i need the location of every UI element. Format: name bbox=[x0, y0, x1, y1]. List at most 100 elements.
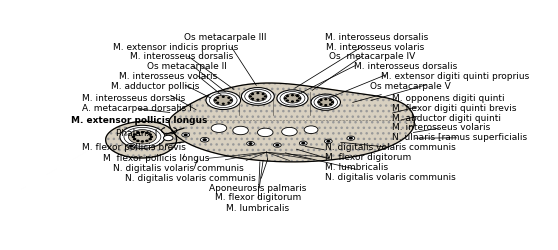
Text: Os metacarpale III: Os metacarpale III bbox=[184, 33, 267, 86]
Ellipse shape bbox=[330, 104, 331, 105]
Ellipse shape bbox=[137, 140, 139, 141]
Ellipse shape bbox=[217, 97, 219, 98]
Ellipse shape bbox=[249, 143, 252, 144]
Ellipse shape bbox=[264, 96, 266, 97]
Text: M. flexor pollicis brevis: M. flexor pollicis brevis bbox=[82, 143, 186, 152]
Text: Os  metacarpale IV: Os metacarpale IV bbox=[295, 52, 416, 96]
Text: M. extensor indicis proprius: M. extensor indicis proprius bbox=[113, 43, 238, 90]
Text: M. lumbricalis: M. lumbricalis bbox=[227, 162, 290, 212]
Ellipse shape bbox=[128, 130, 156, 144]
Text: M. flexor digitorum: M. flexor digitorum bbox=[215, 160, 301, 202]
Ellipse shape bbox=[182, 133, 190, 137]
Text: M. abductor digiti quinti: M. abductor digiti quinti bbox=[392, 114, 501, 127]
Ellipse shape bbox=[137, 132, 139, 134]
Ellipse shape bbox=[314, 96, 338, 109]
Ellipse shape bbox=[132, 136, 134, 138]
Ellipse shape bbox=[318, 98, 334, 107]
Ellipse shape bbox=[299, 98, 300, 99]
Ellipse shape bbox=[331, 102, 333, 103]
Ellipse shape bbox=[349, 138, 352, 139]
Polygon shape bbox=[105, 121, 176, 158]
Ellipse shape bbox=[325, 99, 326, 100]
Ellipse shape bbox=[146, 140, 148, 141]
Text: M. interosseus volaris: M. interosseus volaris bbox=[119, 72, 218, 98]
Ellipse shape bbox=[206, 91, 240, 110]
Ellipse shape bbox=[129, 145, 133, 147]
Ellipse shape bbox=[233, 126, 248, 135]
Ellipse shape bbox=[276, 144, 278, 146]
Ellipse shape bbox=[141, 132, 143, 133]
Ellipse shape bbox=[347, 136, 355, 140]
Text: M. interosseus dorsalis: M. interosseus dorsalis bbox=[328, 62, 458, 98]
Text: M. flexor digitorum: M. flexor digitorum bbox=[305, 146, 411, 162]
Text: Phalanx I: Phalanx I bbox=[116, 129, 157, 138]
Ellipse shape bbox=[133, 138, 136, 140]
Ellipse shape bbox=[325, 105, 326, 106]
Ellipse shape bbox=[223, 96, 224, 97]
Ellipse shape bbox=[282, 128, 297, 136]
Ellipse shape bbox=[277, 90, 308, 107]
Ellipse shape bbox=[302, 142, 305, 144]
Ellipse shape bbox=[150, 136, 152, 138]
Text: M  flexor pollicis longus: M flexor pollicis longus bbox=[103, 146, 210, 162]
Text: M. opponens digiti quinti: M. opponens digiti quinti bbox=[392, 94, 504, 113]
Ellipse shape bbox=[311, 94, 340, 110]
Ellipse shape bbox=[228, 102, 230, 103]
Ellipse shape bbox=[249, 92, 267, 101]
Text: M. flexor digiti quinti brevis: M. flexor digiti quinti brevis bbox=[392, 104, 516, 120]
Text: Os metacarpale II: Os metacarpale II bbox=[147, 62, 227, 95]
Ellipse shape bbox=[252, 98, 253, 99]
Ellipse shape bbox=[257, 128, 273, 137]
Text: M. interosseus volaris: M. interosseus volaris bbox=[392, 123, 490, 132]
Text: M. extensor digiti quinti proprius: M. extensor digiti quinti proprius bbox=[371, 72, 530, 101]
Ellipse shape bbox=[304, 126, 318, 134]
Ellipse shape bbox=[324, 139, 332, 143]
Text: N. digitalis volaris communis: N. digitalis volaris communis bbox=[113, 154, 244, 173]
Ellipse shape bbox=[280, 92, 305, 105]
Text: M. interosseus volaris: M. interosseus volaris bbox=[312, 43, 425, 90]
Ellipse shape bbox=[318, 102, 320, 103]
Text: M. interosseus dorsalis: M. interosseus dorsalis bbox=[82, 94, 185, 107]
Ellipse shape bbox=[228, 97, 230, 98]
Polygon shape bbox=[169, 83, 415, 162]
Text: M. lumbricalis: M. lumbricalis bbox=[296, 149, 388, 172]
Ellipse shape bbox=[149, 138, 151, 140]
Ellipse shape bbox=[262, 98, 264, 99]
Ellipse shape bbox=[223, 103, 224, 104]
Ellipse shape bbox=[133, 134, 136, 135]
Ellipse shape bbox=[292, 95, 294, 96]
Ellipse shape bbox=[141, 141, 143, 142]
Ellipse shape bbox=[217, 102, 219, 103]
Ellipse shape bbox=[257, 99, 259, 100]
Text: N. digitalis volaris communis: N. digitalis volaris communis bbox=[325, 142, 456, 152]
Ellipse shape bbox=[149, 134, 151, 135]
Ellipse shape bbox=[211, 124, 227, 132]
Ellipse shape bbox=[214, 95, 233, 105]
Ellipse shape bbox=[203, 139, 206, 140]
Text: M. adductor pollicis: M. adductor pollicis bbox=[111, 82, 200, 110]
Ellipse shape bbox=[230, 100, 232, 101]
Ellipse shape bbox=[249, 96, 251, 97]
Ellipse shape bbox=[300, 141, 307, 145]
Ellipse shape bbox=[257, 92, 259, 94]
Text: Os metacarpale V: Os metacarpale V bbox=[353, 82, 451, 102]
Ellipse shape bbox=[247, 142, 254, 146]
Ellipse shape bbox=[273, 143, 281, 147]
Ellipse shape bbox=[297, 100, 299, 101]
Text: M. interosseus dorsalis: M. interosseus dorsalis bbox=[129, 52, 233, 92]
Text: M. extensor pollicis longus: M. extensor pollicis longus bbox=[71, 116, 208, 128]
Ellipse shape bbox=[242, 88, 275, 105]
Text: N. digitalis volaris communis: N. digitalis volaris communis bbox=[125, 159, 256, 183]
Polygon shape bbox=[166, 128, 184, 144]
Ellipse shape bbox=[292, 101, 294, 102]
Ellipse shape bbox=[284, 94, 301, 103]
Ellipse shape bbox=[184, 134, 187, 136]
Ellipse shape bbox=[245, 89, 271, 104]
Ellipse shape bbox=[200, 138, 209, 142]
Ellipse shape bbox=[209, 93, 237, 108]
Ellipse shape bbox=[287, 100, 288, 101]
Ellipse shape bbox=[124, 127, 161, 146]
Ellipse shape bbox=[320, 104, 322, 105]
Ellipse shape bbox=[127, 144, 136, 148]
Ellipse shape bbox=[146, 132, 148, 134]
